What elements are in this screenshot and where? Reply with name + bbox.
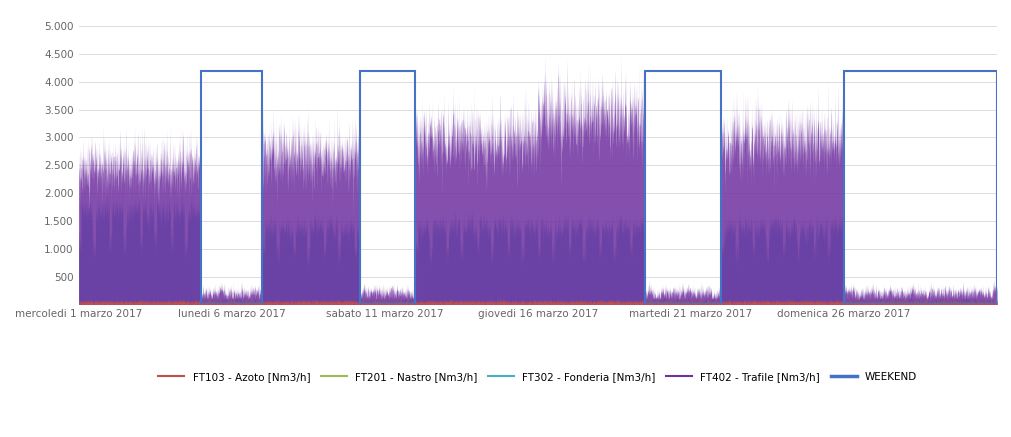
Bar [843,71,996,305]
Bar [201,71,262,305]
Bar [360,71,415,305]
Legend: FT103 - Azoto [Nm3/h], FT201 - Nastro [Nm3/h], FT302 - Fonderia [Nm3/h], FT402 -: FT103 - Azoto [Nm3/h], FT201 - Nastro [N… [154,368,921,386]
Bar [644,71,721,305]
